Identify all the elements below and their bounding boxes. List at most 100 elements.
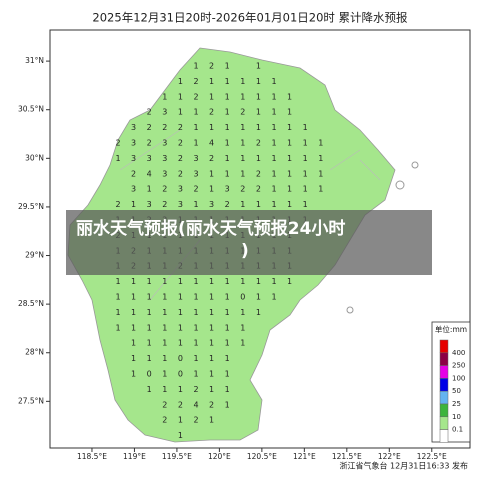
rain-value: 1	[287, 185, 292, 194]
rain-value: 2	[256, 139, 261, 148]
rain-value: 4	[193, 400, 198, 409]
rain-value: 1	[271, 293, 276, 302]
rain-value: 2	[193, 416, 198, 425]
legend-swatch	[439, 390, 449, 405]
island	[346, 306, 354, 314]
legend-label: 50	[452, 387, 461, 395]
rain-value: 1	[271, 92, 276, 101]
rain-value: 3	[193, 154, 198, 163]
rain-value: 1	[240, 154, 245, 163]
rain-value: 3	[225, 185, 230, 194]
rain-value: 1	[115, 277, 120, 286]
y-tick-label: 28°N	[25, 348, 44, 357]
rain-value: 1	[303, 185, 308, 194]
rain-value: 1	[193, 277, 198, 286]
rain-value: 1	[209, 385, 214, 394]
rain-value: 1	[209, 323, 214, 332]
rain-value: 2	[193, 385, 198, 394]
rain-value: 1	[162, 293, 167, 302]
rain-value: 3	[162, 139, 167, 148]
rain-value: 2	[193, 77, 198, 86]
rain-value: 1	[178, 77, 183, 86]
rain-value: 1	[225, 169, 230, 178]
rain-value: 0	[147, 370, 152, 379]
rain-value: 2	[162, 416, 167, 425]
rain-value: 1	[178, 277, 183, 286]
rain-value: 1	[240, 92, 245, 101]
rain-value: 1	[271, 200, 276, 209]
legend-label: 400	[452, 349, 465, 357]
rain-value: 2	[147, 139, 152, 148]
rain-value: 1	[209, 293, 214, 302]
rain-value: 1	[209, 339, 214, 348]
rain-value: 0	[240, 293, 245, 302]
map-title: 2025年12月31日20时-2026年01月01日20时 累计降水预报	[92, 11, 408, 25]
rain-value: 1	[225, 108, 230, 117]
rain-value: 1	[131, 323, 136, 332]
rain-value: 3	[131, 185, 136, 194]
rain-value: 1	[209, 416, 214, 425]
legend-label: 10	[452, 413, 461, 421]
legend-swatch	[439, 378, 449, 392]
rain-value: 2	[131, 169, 136, 178]
rain-value: 4	[209, 139, 214, 148]
rain-value: 1	[162, 308, 167, 317]
rain-value: 1	[193, 323, 198, 332]
rain-value: 1	[318, 169, 323, 178]
y-tick-label: 29.5°N	[18, 202, 44, 211]
rain-value: 1	[162, 385, 167, 394]
legend-swatch	[439, 365, 449, 379]
rain-value: 3	[131, 154, 136, 163]
rain-value: 2	[162, 200, 167, 209]
rain-value: 1	[193, 308, 198, 317]
x-tick-label: 119°E	[123, 452, 146, 461]
rain-value: 1	[209, 370, 214, 379]
rain-value: 1	[256, 154, 261, 163]
legend-swatch	[439, 339, 449, 354]
rain-value: 1	[147, 339, 152, 348]
rain-value: 1	[225, 92, 230, 101]
rain-value: 1	[193, 354, 198, 363]
rain-value: 1	[115, 323, 120, 332]
rain-value: 3	[193, 169, 198, 178]
rain-value: 1	[225, 62, 230, 71]
x-tick-label: 120.5°E	[247, 452, 277, 461]
rain-value: 1	[209, 308, 214, 317]
rain-value: 1	[225, 77, 230, 86]
rain-value: 2	[256, 185, 261, 194]
rain-value: 2	[209, 400, 214, 409]
rain-value: 1	[318, 185, 323, 194]
rain-value: 1	[225, 277, 230, 286]
banner-line: 丽水天气预报(丽水天气预报24小时	[76, 219, 346, 239]
banner-line: )	[241, 241, 249, 261]
legend-swatch	[439, 352, 449, 366]
rain-value: 1	[287, 123, 292, 132]
rain-value: 1	[240, 339, 245, 348]
rain-value: 3	[147, 200, 152, 209]
rain-value: 1	[193, 108, 198, 117]
rain-value: 1	[256, 108, 261, 117]
rain-value: 2	[178, 154, 183, 163]
island	[395, 180, 405, 190]
rain-value: 1	[271, 139, 276, 148]
x-tick-label: 121.5°E	[332, 452, 362, 461]
rain-value: 2	[162, 123, 167, 132]
rain-value: 1	[303, 169, 308, 178]
rain-value: 2	[193, 92, 198, 101]
rain-value: 1	[303, 139, 308, 148]
x-tick-label: 120°E	[208, 452, 231, 461]
rain-value: 2	[115, 139, 120, 148]
rain-value: 3	[209, 200, 214, 209]
rain-value: 1	[209, 354, 214, 363]
rain-value: 1	[209, 77, 214, 86]
rain-value: 1	[178, 385, 183, 394]
rain-value: 1	[225, 400, 230, 409]
y-tick-label: 30°N	[25, 153, 44, 162]
rain-value: 0	[178, 354, 183, 363]
rain-value: 1	[287, 139, 292, 148]
boundary-line	[119, 129, 381, 301]
rain-value: 1	[225, 308, 230, 317]
x-tick-label: 118.5°E	[77, 452, 107, 461]
rain-value: 1	[240, 123, 245, 132]
rain-value: 1	[147, 308, 152, 317]
